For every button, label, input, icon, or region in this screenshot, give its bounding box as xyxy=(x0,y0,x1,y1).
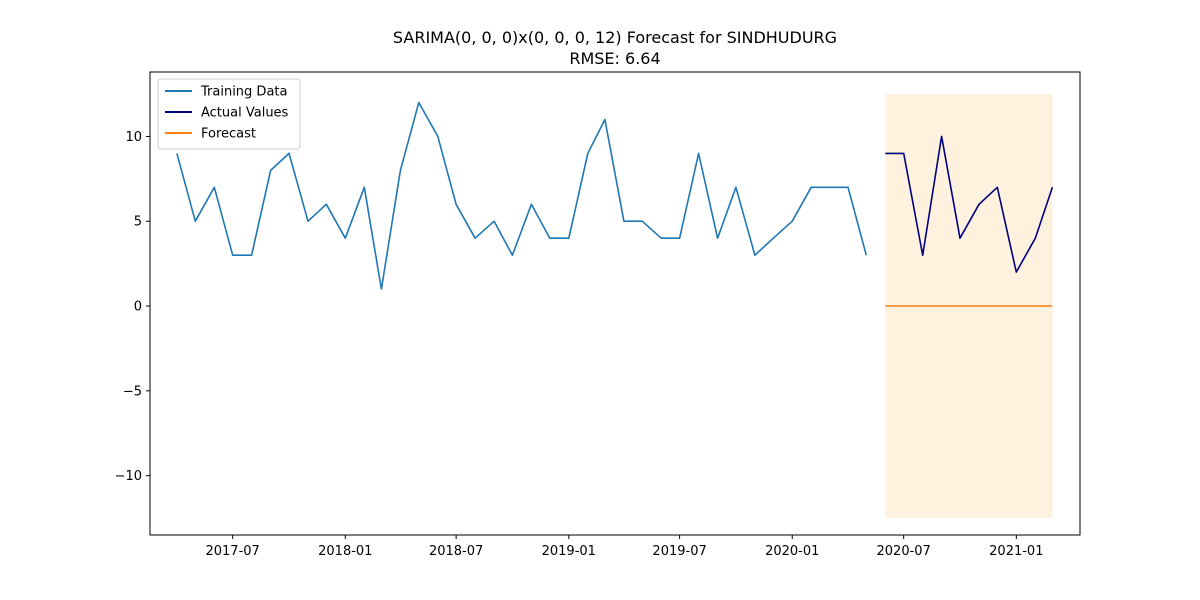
series-line-training-data xyxy=(176,101,868,290)
x-tick-label: 2018-07 xyxy=(429,544,483,559)
plot-frame xyxy=(149,71,1081,536)
x-tick-label: 2021-01 xyxy=(989,544,1043,559)
x-tick-label: 2020-01 xyxy=(765,544,819,559)
legend-label-actual-values: Actual Values xyxy=(201,106,289,121)
y-tick-label: 0 xyxy=(134,300,142,315)
x-tick-label: 2020-07 xyxy=(877,544,931,559)
legend-box xyxy=(157,78,301,150)
legend-label-forecast: Forecast xyxy=(201,127,256,142)
chart-subtitle: RMSE: 6.64 xyxy=(569,49,660,68)
x-tick-label: 2019-01 xyxy=(542,544,596,559)
y-tick-label: 5 xyxy=(134,215,142,230)
y-tick-label: −5 xyxy=(123,384,142,399)
y-tick-label: 10 xyxy=(125,130,142,145)
x-tick-label: 2019-07 xyxy=(652,544,706,559)
chart-title: SARIMA(0, 0, 0)x(0, 0, 0, 12) Forecast f… xyxy=(393,28,837,47)
legend-label-training-data: Training Data xyxy=(200,85,287,100)
y-tick-label: −10 xyxy=(115,469,142,484)
series-line-actual-values xyxy=(885,135,1054,273)
x-tick-label: 2017-07 xyxy=(205,544,259,559)
x-tick-label: 2018-01 xyxy=(318,544,372,559)
